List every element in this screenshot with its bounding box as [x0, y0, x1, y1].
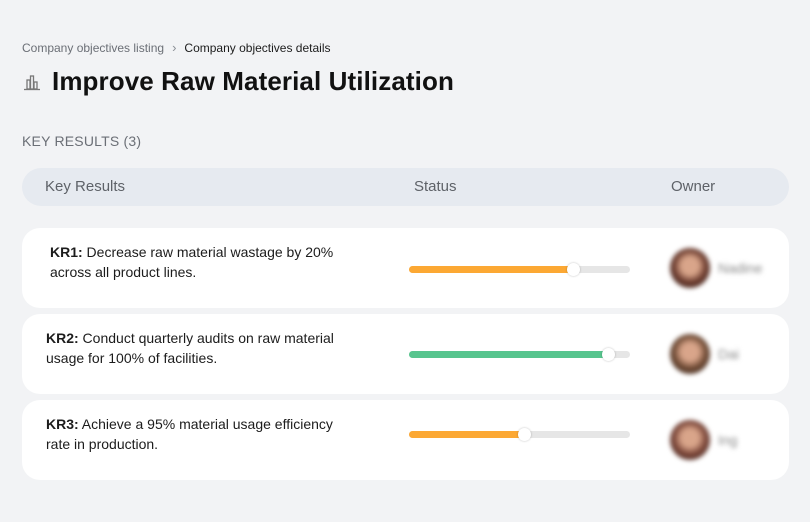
owner-name: Dai	[718, 346, 740, 362]
key-result-id: KR2:	[46, 330, 79, 346]
key-results-count-label: KEY RESULTS (3)	[22, 133, 142, 149]
key-result-description: KR1: Decrease raw material wastage by 20…	[50, 244, 334, 280]
progress-fill	[409, 266, 573, 273]
column-header-key-results: Key Results	[45, 178, 126, 195]
page-title: Improve Raw Material Utilization	[52, 66, 454, 96]
slider-thumb[interactable]	[566, 263, 580, 276]
avatar	[670, 334, 710, 374]
breadcrumb-link-listing[interactable]: Company objectives listing	[22, 40, 165, 55]
column-header-status: Status	[414, 178, 457, 195]
breadcrumb: Company objectives listing › Company obj…	[22, 40, 331, 55]
progress-fill	[409, 351, 608, 358]
owner-name: Ing	[718, 432, 738, 448]
owner[interactable]: Dai	[670, 334, 739, 374]
chevron-right-icon: ›	[172, 40, 177, 55]
status-progress-slider[interactable]	[409, 263, 630, 276]
avatar	[670, 420, 710, 460]
progress-fill	[409, 431, 524, 438]
owner[interactable]: Nadine	[670, 248, 762, 288]
slider-thumb[interactable]	[601, 348, 615, 361]
key-result-row[interactable]: KR2: Conduct quarterly audits on raw mat…	[22, 314, 789, 394]
chart-building-icon	[22, 72, 42, 92]
key-result-id: KR1:	[50, 244, 83, 260]
table-header: Key Results Status Owner	[22, 168, 789, 206]
key-result-row[interactable]: KR3: Achieve a 95% material usage effici…	[22, 400, 789, 480]
key-result-row[interactable]: KR1: Decrease raw material wastage by 20…	[22, 228, 789, 308]
avatar	[670, 248, 710, 288]
slider-thumb[interactable]	[517, 428, 531, 441]
column-header-owner: Owner	[671, 178, 716, 195]
breadcrumb-current: Company objectives details	[184, 40, 331, 55]
status-progress-slider[interactable]	[409, 348, 630, 361]
owner[interactable]: Ing	[670, 420, 737, 460]
key-result-id: KR3:	[46, 416, 79, 432]
owner-name: Nadine	[718, 260, 763, 276]
status-progress-slider[interactable]	[409, 428, 630, 441]
key-result-description: KR2: Conduct quarterly audits on raw mat…	[46, 330, 334, 366]
page-header: Improve Raw Material Utilization	[22, 66, 454, 97]
key-result-description: KR3: Achieve a 95% material usage effici…	[46, 416, 333, 452]
